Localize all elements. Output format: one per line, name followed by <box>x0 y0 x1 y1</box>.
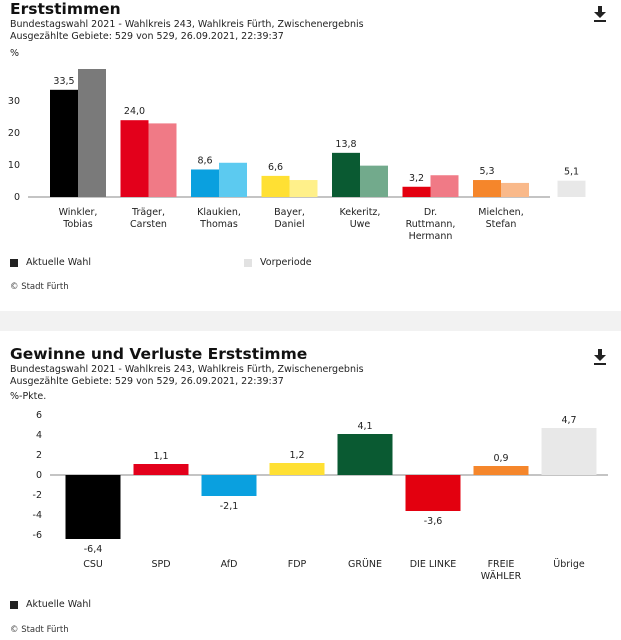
x-tick-label: GRÜNE <box>348 559 382 570</box>
x-tick-label: CSU <box>83 559 103 570</box>
legend-label-current: Aktuelle Wahl <box>26 599 92 610</box>
x-tick-label: DIE LINKE <box>410 559 457 570</box>
y-tick-label: 30 <box>8 96 20 107</box>
bar-change <box>473 466 529 475</box>
x-tick-label: Mielchen, <box>478 207 523 218</box>
x-tick-label: Ruttmann, <box>406 219 456 230</box>
x-tick-label: AfD <box>221 559 238 570</box>
bar-change <box>201 475 257 496</box>
legend-label-previous: Vorperiode <box>260 257 312 268</box>
x-tick-label: Tobias <box>62 219 92 230</box>
x-tick-label: Klaukien, <box>197 207 241 218</box>
legend-label-current: Aktuelle Wahl <box>26 257 92 268</box>
x-tick-label: FREIE <box>488 559 515 570</box>
data-label: 13,8 <box>335 139 356 150</box>
bar-change <box>405 475 461 511</box>
x-tick-label: Carsten <box>130 219 167 230</box>
legend-current: Aktuelle Wahl <box>10 257 91 268</box>
data-label: 5,1 <box>564 167 579 178</box>
y-tick-label: 6 <box>36 410 42 421</box>
data-label: 4,1 <box>357 421 372 432</box>
x-tick-label: Daniel <box>274 219 304 230</box>
x-tick-label: WÄHLER <box>481 571 522 582</box>
chart-subtitle: Bundestagswahl 2021 - Wahlkreis 243, Wah… <box>10 364 364 375</box>
y-tick-label: 10 <box>8 160 20 171</box>
bar-previous <box>148 123 177 197</box>
bar-change <box>541 428 597 475</box>
bar-current <box>557 180 586 197</box>
bar-change <box>133 464 189 475</box>
bar-current <box>120 120 149 197</box>
x-tick-label: Thomas <box>199 219 238 230</box>
bar-previous <box>430 175 459 197</box>
data-label: 3,2 <box>409 173 424 184</box>
x-tick-label: Stefan <box>486 219 517 230</box>
gewinne-verluste-panel: Gewinne und Verluste Erststimme Bundesta… <box>0 331 621 640</box>
download-icon[interactable] <box>593 349 607 365</box>
chart-title: Erststimmen <box>10 0 121 18</box>
bar-current <box>332 152 360 197</box>
download-icon[interactable] <box>593 6 607 22</box>
bar-current <box>50 89 78 197</box>
x-tick-label: Hermann <box>409 231 453 242</box>
bar-previous <box>360 165 388 197</box>
legend-swatch-previous <box>244 258 252 267</box>
legend-current: Aktuelle Wahl <box>10 599 91 610</box>
data-label: 1,2 <box>289 450 304 461</box>
legend-previous: Vorperiode <box>244 257 312 268</box>
x-tick-label: Träger, <box>131 207 165 218</box>
y-tick-label: 0 <box>36 470 42 481</box>
chart-subtitle-count: Ausgezählte Gebiete: 529 von 529, 26.09.… <box>10 31 284 42</box>
x-tick-label: Winkler, <box>59 207 98 218</box>
data-label: 8,6 <box>197 155 212 166</box>
x-tick-label: Übrige <box>553 559 585 570</box>
data-label: -2,1 <box>220 501 239 512</box>
chart-subtitle: Bundestagswahl 2021 - Wahlkreis 243, Wah… <box>10 19 364 30</box>
x-tick-label: Kekeritz, <box>340 207 381 218</box>
data-label: 24,0 <box>124 106 145 117</box>
bar-change <box>269 463 325 475</box>
y-tick-label: -6 <box>33 530 42 541</box>
y-axis-unit: % <box>10 48 20 59</box>
bar-change <box>65 475 121 539</box>
bar-change <box>337 434 393 475</box>
bar-current <box>261 175 290 197</box>
y-tick-label: -4 <box>33 510 42 521</box>
data-label: 6,6 <box>268 162 283 173</box>
bar-current <box>473 180 501 197</box>
x-tick-label: Uwe <box>350 219 371 230</box>
bar-previous <box>78 69 106 197</box>
bar-previous <box>501 182 529 197</box>
x-tick-label: FDP <box>288 559 307 570</box>
bar-previous <box>289 180 318 197</box>
y-tick-label: 4 <box>36 430 42 441</box>
y-tick-label: -2 <box>33 490 42 501</box>
legend-swatch-current <box>10 258 18 267</box>
source-credit: © Stadt Fürth <box>10 625 69 635</box>
data-label: 1,1 <box>153 451 168 462</box>
bar-current <box>191 169 219 197</box>
x-tick-label: SPD <box>151 559 170 570</box>
x-tick-label: Bayer, <box>274 207 305 218</box>
data-label: 5,3 <box>479 166 494 177</box>
chart-title: Gewinne und Verluste Erststimme <box>10 345 308 363</box>
bar-previous <box>219 162 247 197</box>
y-tick-label: 2 <box>36 450 42 461</box>
y-tick-label: 0 <box>14 192 20 203</box>
data-label: -6,4 <box>84 544 103 555</box>
erststimmen-panel: Erststimmen Bundestagswahl 2021 - Wahlkr… <box>0 0 621 311</box>
data-label: 4,7 <box>561 415 576 426</box>
erststimmen-chart: 0 10 20 30 33,5 Winkler,Tobias 24,0 Träger,Cars… <box>8 69 586 242</box>
data-label: 0,9 <box>493 453 508 464</box>
y-tick-label: 20 <box>8 128 20 139</box>
chart-subtitle-count: Ausgezählte Gebiete: 529 von 529, 26.09.… <box>10 376 284 387</box>
data-label: -3,6 <box>424 516 443 527</box>
gewinne-verluste-chart: 6 4 2 0 -2 -4 -6 -6,4 CSU 1,1 SPD -2,1 AfD 1,2 FDP 4,1 G… <box>33 410 608 582</box>
x-tick-label: Dr. <box>424 207 437 218</box>
y-axis-unit: %-Pkte. <box>10 391 47 402</box>
legend-swatch-current <box>10 600 18 609</box>
bar-current <box>402 186 431 197</box>
source-credit: © Stadt Fürth <box>10 282 69 292</box>
data-label: 33,5 <box>53 76 74 87</box>
